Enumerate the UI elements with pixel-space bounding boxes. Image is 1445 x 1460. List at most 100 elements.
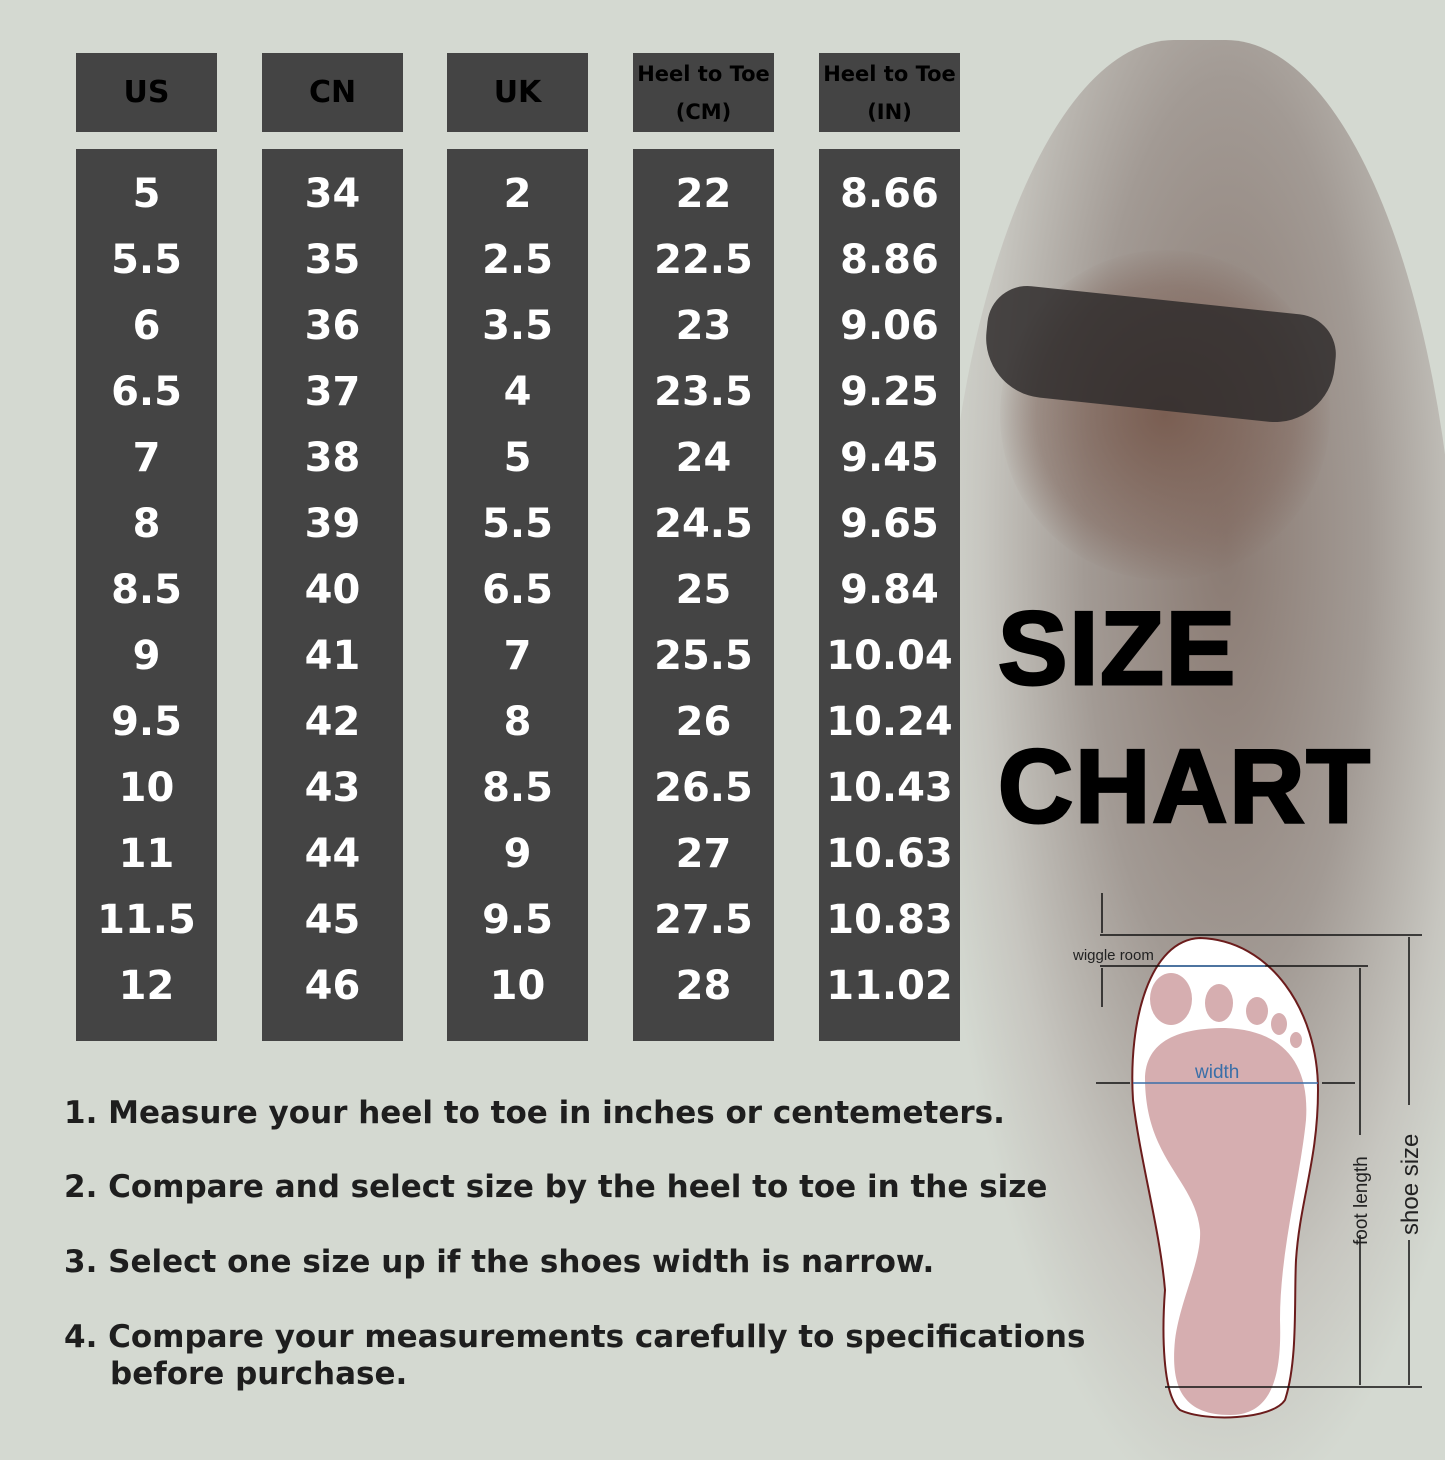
table-cell: 5 [132,171,161,217]
column-body-heel-to-toe-cm: 22 22.5 23 23.5 24 24.5 25 25.5 26 26.5 27 27.5 28 [633,149,774,1041]
table-cell: 5 [503,435,532,481]
width-label: width [1194,1062,1239,1083]
table-cell: 5.5 [111,237,182,283]
table-cell: 6 [132,303,161,349]
table-cell: 10.43 [826,765,953,811]
header-text: (IN) [867,99,912,124]
header-text: UK [493,75,542,110]
table-cell: 9 [503,831,532,877]
column-header-us: US [76,53,217,132]
table-cell: 8.5 [482,765,553,811]
instruction-2: 2. Compare and select size by the heel t… [64,1169,1048,1205]
table-cell: 25.5 [654,633,753,679]
table-cell: 9.06 [840,303,939,349]
toe-2 [1205,984,1233,1022]
table-cell: 8.5 [111,567,182,613]
table-cell: 45 [304,897,361,943]
instruction-4-cont: before purchase. [110,1356,408,1392]
table-cell: 9 [132,633,161,679]
table-cell: 41 [304,633,361,679]
table-cell: 4 [503,369,532,415]
table-cell: 2 [503,171,532,217]
table-cell: 40 [304,567,361,613]
table-cell: 8 [132,501,161,547]
table-cell: 10.63 [826,831,953,877]
title-chart: CHART [997,728,1372,847]
table-cell: 38 [304,435,361,481]
table-cell: 28 [675,963,732,1009]
table-cell: 6.5 [482,567,553,613]
table-cell: 7 [503,633,532,679]
toe-5 [1290,1032,1302,1048]
table-cell: 8.66 [840,171,939,217]
toe-4 [1271,1013,1287,1035]
table-cell: 26 [675,699,732,745]
table-cell: 34 [304,171,361,217]
table-cell: 42 [304,699,361,745]
column-body-cn: 34 35 36 37 38 39 40 41 42 43 44 45 46 [262,149,403,1041]
toe-3 [1246,997,1268,1025]
table-cell: 10.24 [826,699,953,745]
table-cell: 22.5 [654,237,753,283]
foot-length-label: foot length [1351,1156,1372,1245]
table-cell: 27 [675,831,732,877]
column-header-heel-to-toe-cm: Heel to Toe (CM) [633,53,774,132]
table-cell: 12 [118,963,175,1009]
table-cell: 8.86 [840,237,939,283]
column-body-us: 5 5.5 6 6.5 7 8 8.5 9 9.5 10 11 11.5 12 [76,149,217,1041]
table-cell: 10 [489,963,546,1009]
instruction-3: 3. Select one size up if the shoes width… [64,1244,935,1280]
title-size: SIZE [996,590,1238,709]
table-cell: 9.5 [111,699,182,745]
column-header-uk: UK [447,53,588,132]
table-cell: 36 [304,303,361,349]
table-cell: 39 [304,501,361,547]
table-cell: 35 [304,237,361,283]
table-cell: 10.04 [826,633,953,679]
table-cell: 9.84 [840,567,939,613]
header-text: Heel to Toe [637,61,770,86]
table-cell: 2.5 [482,237,553,283]
table-cell: 44 [304,831,361,877]
table-cell: 10.83 [826,897,953,943]
column-header-heel-to-toe-in: Heel to Toe (IN) [819,53,960,132]
table-cell: 43 [304,765,361,811]
table-cell: 7 [132,435,161,481]
table-cell: 27.5 [654,897,753,943]
toe-1 [1150,973,1192,1025]
header-text: (CM) [675,99,732,124]
foot-sole [1145,1028,1307,1415]
table-cell: 24.5 [654,501,753,547]
instruction-4: 4. Compare your measurements carefully t… [64,1319,1086,1355]
table-cell: 9.5 [482,897,553,943]
table-cell: 25 [675,567,732,613]
column-body-uk: 2 2.5 3.5 4 5 5.5 6.5 7 8 8.5 9 9.5 10 [447,149,588,1041]
table-cell: 9.65 [840,501,939,547]
column-body-heel-to-toe-in: 8.66 8.86 9.06 9.25 9.45 9.65 9.84 10.04 10.24 10… [819,149,960,1041]
table-cell: 24 [675,435,732,481]
header-text: US [123,75,170,110]
table-cell: 8 [503,699,532,745]
table-cell: 9.45 [840,435,939,481]
shoe-size-label: shoe size [1397,1134,1424,1235]
table-cell: 46 [304,963,361,1009]
table-cell: 11 [118,831,175,877]
column-header-cn: CN [262,53,403,132]
header-text: Heel to Toe [823,61,956,86]
table-cell: 23.5 [654,369,753,415]
table-cell: 11.5 [97,897,196,943]
table-cell: 5.5 [482,501,553,547]
table-cell: 9.25 [840,369,939,415]
table-cell: 22 [675,171,732,217]
header-text: CN [308,75,357,110]
table-cell: 37 [304,369,361,415]
instruction-1: 1. Measure your heel to toe in inches or… [64,1095,1005,1131]
table-cell: 6.5 [111,369,182,415]
wiggle-room-label: wiggle room [1072,947,1154,964]
table-cell: 10 [118,765,175,811]
table-cell: 26.5 [654,765,753,811]
table-cell: 3.5 [482,303,553,349]
table-cell: 23 [675,303,732,349]
table-cell: 11.02 [826,963,953,1009]
